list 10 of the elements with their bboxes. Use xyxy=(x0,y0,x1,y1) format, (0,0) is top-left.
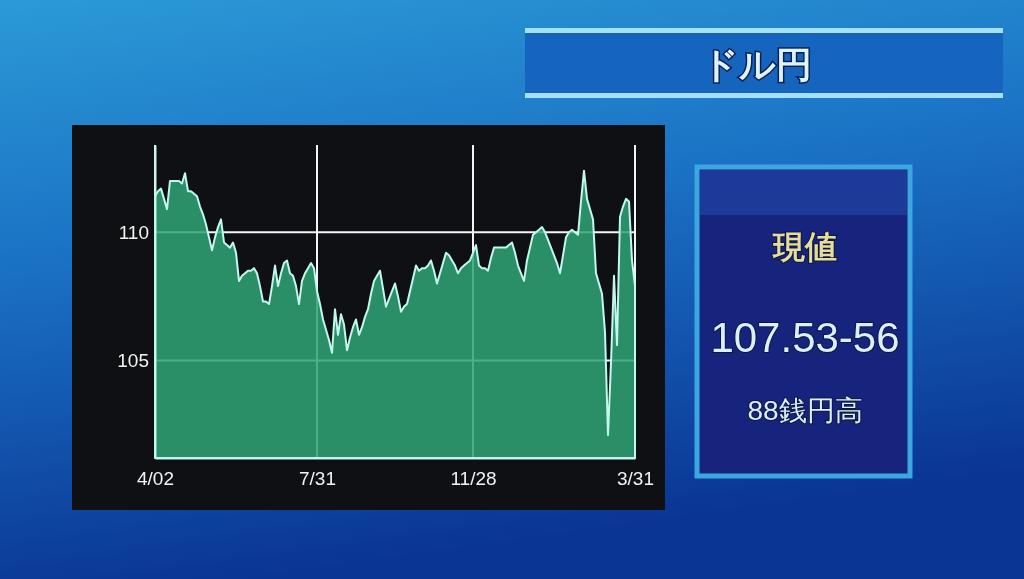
x-tick-label: 4/02 xyxy=(137,468,174,490)
x-tick-label: 3/31 xyxy=(617,468,654,490)
y-tick-label: 110 xyxy=(118,221,149,243)
text: 107.53-56 xyxy=(710,313,900,361)
text: 88銭円高 xyxy=(747,394,863,426)
text: 現値 xyxy=(772,229,837,265)
x-tick-label: 11/28 xyxy=(450,468,497,490)
y-tick-label: 105 xyxy=(117,350,149,372)
x-tick-label: 7/31 xyxy=(299,468,336,490)
text: ドル円 xyxy=(702,43,812,85)
